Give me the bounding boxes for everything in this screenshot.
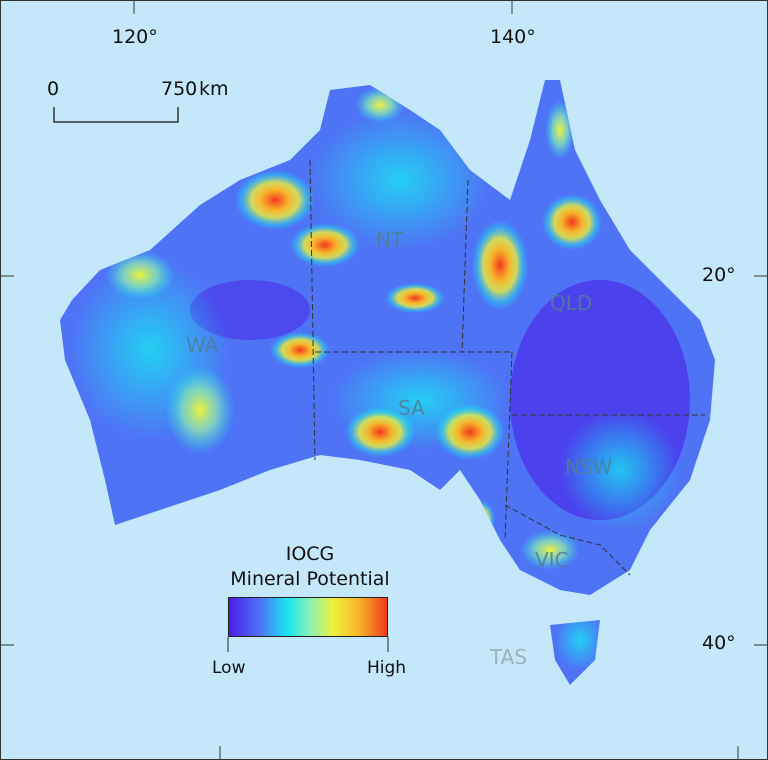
- scale-end: 750: [161, 78, 198, 100]
- state-label-qld: QLD: [550, 291, 593, 315]
- state-label-sa: SA: [398, 396, 425, 420]
- scale-bar: [53, 107, 179, 123]
- latitude-label-20: 20°: [702, 264, 736, 286]
- scale-unit: km: [199, 78, 229, 100]
- longitude-label-120: 120°: [112, 26, 158, 48]
- state-label-vic: VIC: [535, 548, 569, 572]
- hotspots: [105, 87, 602, 570]
- scale-start: 0: [47, 78, 60, 100]
- state-label-wa: WA: [186, 333, 219, 357]
- state-borders: [309, 159, 705, 576]
- state-label-nsw: NSW: [565, 455, 613, 479]
- legend-low-label: Low: [212, 658, 246, 678]
- legend-title-line2: Mineral Potential: [230, 568, 390, 590]
- longitude-label-140: 140°: [490, 26, 536, 48]
- legend-title-line1: IOCG: [285, 543, 335, 565]
- state-label-tas: TAS: [490, 645, 528, 669]
- state-label-nt: NT: [376, 228, 404, 252]
- latitude-label-40: 40°: [702, 632, 736, 654]
- legend-high-label: High: [367, 658, 407, 678]
- legend-color-ramp: [228, 597, 388, 637]
